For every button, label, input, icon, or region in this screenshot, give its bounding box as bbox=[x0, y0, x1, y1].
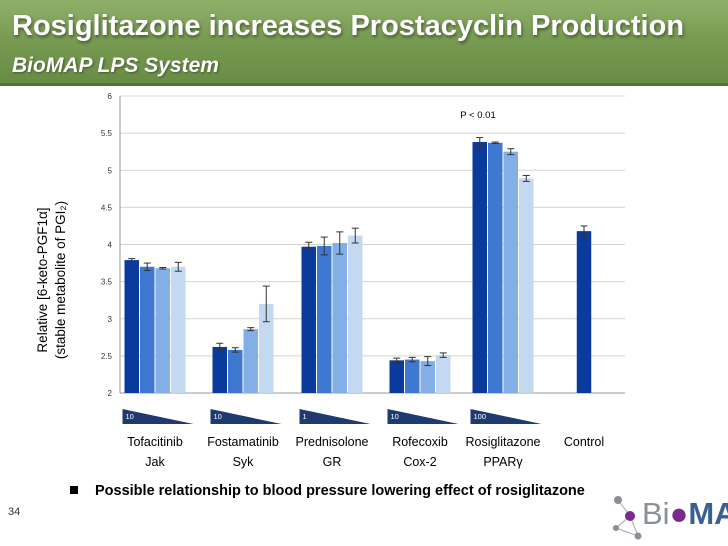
concentration-wedge bbox=[387, 409, 459, 424]
x-target-label: PPARγ bbox=[483, 455, 523, 469]
x-category-label: Fostamatinib bbox=[207, 435, 279, 449]
bar bbox=[301, 246, 316, 393]
bar bbox=[420, 361, 435, 393]
y-tick-label: 4.5 bbox=[101, 203, 113, 212]
y-tick-label: 2 bbox=[108, 389, 113, 398]
concentration-wedge bbox=[210, 409, 282, 424]
bullet-icon bbox=[70, 486, 78, 494]
bar bbox=[317, 245, 332, 393]
bar bbox=[436, 355, 451, 393]
bar bbox=[124, 260, 139, 393]
bar bbox=[140, 266, 155, 393]
bar bbox=[488, 142, 503, 393]
bar bbox=[171, 266, 186, 393]
x-category-label: Rosiglitazone bbox=[465, 435, 540, 449]
concentration-label: 1 bbox=[303, 412, 307, 421]
y-tick-label: 2.5 bbox=[101, 352, 113, 361]
concentration-label: 100 bbox=[474, 412, 487, 421]
bullet-text: Possible relationship to blood pressure … bbox=[95, 483, 585, 499]
page-number: 34 bbox=[8, 506, 21, 518]
biomap-logo: Bi●MAP bbox=[608, 492, 728, 542]
bar bbox=[259, 303, 274, 393]
bar bbox=[348, 235, 363, 393]
bar bbox=[576, 231, 592, 393]
bar bbox=[389, 360, 404, 393]
x-category-label: Tofacitinib bbox=[127, 435, 183, 449]
bar bbox=[472, 142, 487, 393]
bar bbox=[155, 268, 170, 393]
y-tick-label: 4 bbox=[108, 241, 113, 250]
y-tick-label: 3.5 bbox=[101, 278, 113, 287]
title-bar: Rosiglitazone increases Prostacyclin Pro… bbox=[0, 0, 728, 86]
bar bbox=[228, 349, 243, 393]
y-tick-label: 6 bbox=[108, 92, 113, 101]
bar bbox=[243, 329, 258, 393]
x-target-label: Syk bbox=[233, 455, 255, 469]
y-tick-label: 5.5 bbox=[101, 129, 113, 138]
logo-network-icon bbox=[613, 496, 642, 540]
logo-text: Bi●MAP bbox=[642, 496, 728, 531]
x-target-label: Cox-2 bbox=[403, 455, 436, 469]
concentration-label: 10 bbox=[126, 412, 134, 421]
bar bbox=[503, 151, 518, 393]
p-value-annotation: P < 0.01 bbox=[460, 110, 495, 121]
slide-title: Rosiglitazone increases Prostacyclin Pro… bbox=[12, 10, 685, 42]
x-target-label: Jak bbox=[145, 455, 165, 469]
concentration-wedge bbox=[122, 409, 194, 424]
x-target-label: GR bbox=[323, 455, 342, 469]
bar bbox=[332, 243, 347, 393]
x-category-label: Prednisolone bbox=[296, 435, 369, 449]
bar bbox=[405, 359, 420, 393]
y-tick-label: 5 bbox=[108, 166, 113, 175]
concentration-wedge bbox=[299, 409, 371, 424]
x-category-label: Control bbox=[564, 435, 604, 449]
x-category-label: Rofecoxib bbox=[392, 435, 448, 449]
bar bbox=[519, 178, 534, 393]
concentration-label: 10 bbox=[214, 412, 222, 421]
y-tick-label: 3 bbox=[108, 315, 113, 324]
bar bbox=[212, 346, 227, 393]
concentration-label: 10 bbox=[391, 412, 399, 421]
slide-subtitle: BioMAP LPS System bbox=[12, 54, 219, 77]
concentration-wedge bbox=[470, 409, 542, 424]
